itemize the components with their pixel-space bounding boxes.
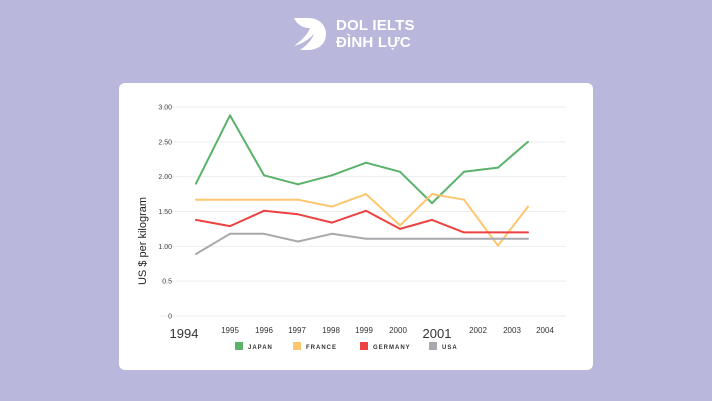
y-tick-label: 2.50: [158, 139, 172, 146]
data-point-germany: [229, 225, 231, 228]
x-tick-label: 2003: [503, 326, 521, 335]
data-point-germany: [431, 218, 433, 221]
data-point-usa: [431, 237, 433, 240]
legend-swatch-france: [293, 342, 301, 350]
x-tick-label: 1995: [221, 326, 239, 335]
data-point-japan: [365, 161, 367, 164]
y-tick-label: 3.00: [158, 105, 172, 112]
data-point-france: [463, 198, 465, 201]
legend-label: USA: [442, 345, 458, 351]
data-point-japan: [229, 114, 231, 117]
data-point-france: [297, 198, 299, 201]
legend-label: FRANCE: [306, 345, 337, 351]
data-point-usa: [463, 237, 465, 240]
data-point-usa: [263, 232, 265, 235]
data-point-france: [527, 205, 529, 208]
x-tick-label: 1996: [255, 326, 273, 335]
y-axis-label: US $ per kilogram: [137, 197, 149, 285]
data-point-germany: [263, 209, 265, 212]
data-point-france: [497, 244, 499, 247]
data-point-france: [399, 224, 401, 227]
data-point-japan: [463, 170, 465, 173]
chart-card: 0 0.5 1.00 1.50 2.00 2.50 3.00 US $ per kilogra…: [119, 83, 593, 370]
legend-label: JAPAN: [248, 345, 273, 351]
y-tick-label: 1.00: [158, 244, 172, 251]
brand-logo: DOL IELTS ĐÌNH LỰC: [292, 16, 415, 52]
data-point-japan: [431, 202, 433, 205]
legend-swatch-japan: [235, 342, 243, 350]
data-point-usa: [297, 240, 299, 243]
x-tick-label: 2004: [536, 326, 554, 335]
data-point-usa: [229, 232, 231, 235]
y-tick-label: 0: [168, 314, 172, 321]
data-point-japan: [497, 166, 499, 169]
data-point-usa: [497, 237, 499, 240]
data-point-germany: [297, 213, 299, 216]
x-tick-label: 1998: [322, 326, 340, 335]
y-tick-label: 1.50: [158, 209, 172, 216]
x-tick-label: 1994: [170, 326, 199, 341]
line-chart: 0 0.5 1.00 1.50 2.00 2.50 3.00 US $ per kilogra…: [137, 105, 566, 351]
data-point-usa: [527, 237, 529, 240]
x-tick-label: 2002: [469, 326, 487, 335]
x-tick-label: 1999: [355, 326, 373, 335]
x-tick-label: 2001: [423, 326, 452, 341]
data-point-germany: [527, 231, 529, 234]
data-point-france: [263, 198, 265, 201]
brand-line1: DOL IELTS: [336, 17, 415, 34]
x-tick-label: 2000: [389, 326, 407, 335]
data-point-germany: [497, 231, 499, 234]
data-point-germany: [463, 231, 465, 234]
legend-swatch-germany: [360, 342, 368, 350]
legend-label: GERMANY: [373, 345, 411, 351]
data-point-japan: [331, 174, 333, 177]
data-point-usa: [365, 237, 367, 240]
x-tick-label: 1997: [288, 326, 306, 335]
data-point-japan: [399, 170, 401, 173]
data-point-germany: [399, 227, 401, 230]
data-point-japan: [263, 174, 265, 177]
series-line-usa: [195, 232, 528, 255]
data-point-japan: [297, 183, 299, 186]
data-point-germany: [195, 218, 197, 221]
data-point-france: [331, 205, 333, 208]
y-tick-label: 0.5: [162, 279, 172, 286]
legend-swatch-usa: [429, 342, 437, 350]
data-point-france: [365, 193, 367, 196]
data-point-usa: [399, 237, 401, 240]
data-point-france: [195, 198, 197, 201]
series-line-japan: [195, 114, 529, 205]
y-tick-label: 2.00: [158, 174, 172, 181]
data-point-usa: [331, 232, 333, 235]
series-line-germany: [195, 209, 528, 234]
data-point-germany: [365, 209, 367, 212]
data-point-germany: [331, 221, 333, 224]
data-point-france: [229, 198, 231, 201]
dol-logo-icon: [294, 18, 326, 50]
brand-line2: ĐÌNH LỰC: [336, 34, 411, 51]
data-point-japan: [527, 140, 529, 143]
data-point-france: [431, 193, 433, 196]
data-point-usa: [195, 252, 197, 255]
data-point-japan: [195, 182, 197, 185]
